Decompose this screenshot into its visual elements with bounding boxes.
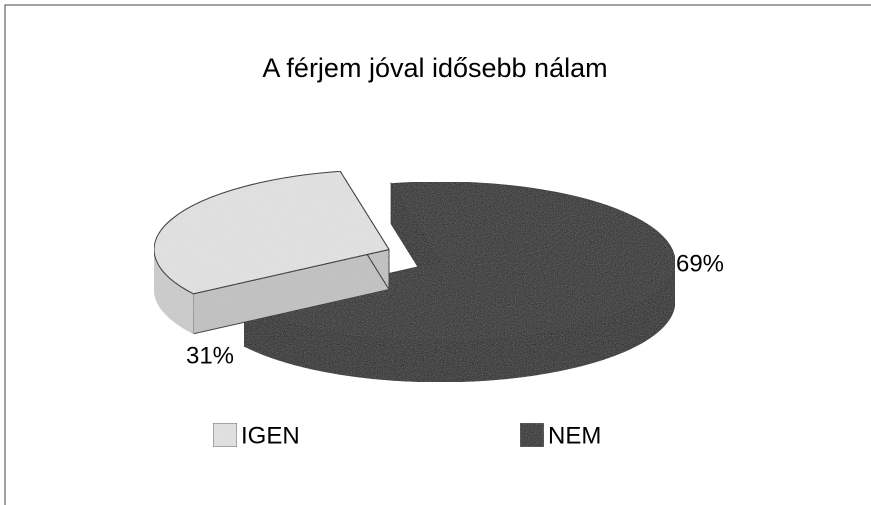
slice-side — [243, 261, 676, 383]
pie-slice — [153, 169, 390, 335]
legend-swatch — [519, 422, 545, 448]
legend-label: NEM — [548, 422, 601, 449]
legend-swatch — [212, 422, 238, 448]
data-label: 69% — [676, 250, 724, 277]
chart-title: A férjem jóval idősebb nálam — [262, 53, 607, 83]
slice-side — [153, 248, 194, 335]
slice-top — [242, 181, 676, 343]
data-label: 31% — [186, 342, 234, 369]
chart-frame — [4, 4, 871, 505]
slice-top — [153, 170, 390, 295]
legend-label: IGEN — [241, 422, 300, 449]
